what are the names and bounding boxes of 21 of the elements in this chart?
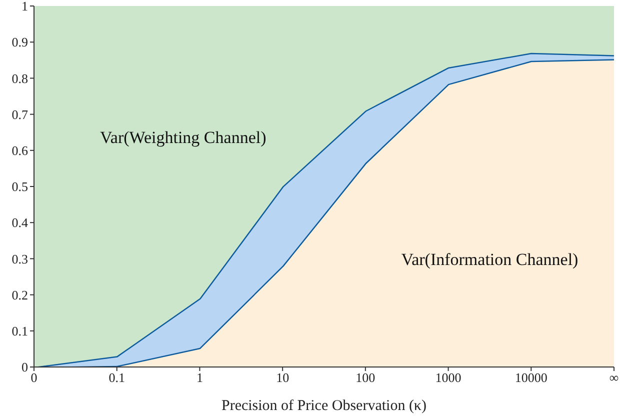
y-tick-label: 1 bbox=[22, 0, 28, 14]
y-tick-label: 0.8 bbox=[12, 70, 28, 86]
y-tick-label: 0.2 bbox=[12, 287, 28, 302]
x-tick-label: 10000 bbox=[514, 370, 548, 386]
y-tick-label: 0.9 bbox=[12, 34, 28, 50]
x-axis-title: Precision of Price Observation (κ) bbox=[221, 398, 427, 414]
x-tick-label: ∞ bbox=[609, 370, 619, 386]
x-tick-label: 0.1 bbox=[108, 370, 125, 386]
x-tick-label: 1000 bbox=[435, 370, 462, 386]
y-tick-label: 0.5 bbox=[12, 179, 28, 194]
y-tick-label: 0.7 bbox=[12, 106, 28, 122]
x-tick-label: 1 bbox=[196, 370, 203, 386]
series-label: Var(Information Channel) bbox=[401, 250, 578, 270]
y-tick-label: 0.3 bbox=[12, 251, 28, 266]
y-tick-label: 0 bbox=[22, 360, 28, 375]
series-label: Var(Weighting Channel) bbox=[100, 128, 266, 148]
y-tick-label: 0.4 bbox=[12, 215, 28, 230]
x-tick-label: 10 bbox=[276, 370, 290, 386]
y-tick-label: 0.6 bbox=[12, 143, 28, 158]
x-tick-label: 100 bbox=[356, 370, 376, 386]
y-tick-label: 0.1 bbox=[12, 324, 28, 339]
